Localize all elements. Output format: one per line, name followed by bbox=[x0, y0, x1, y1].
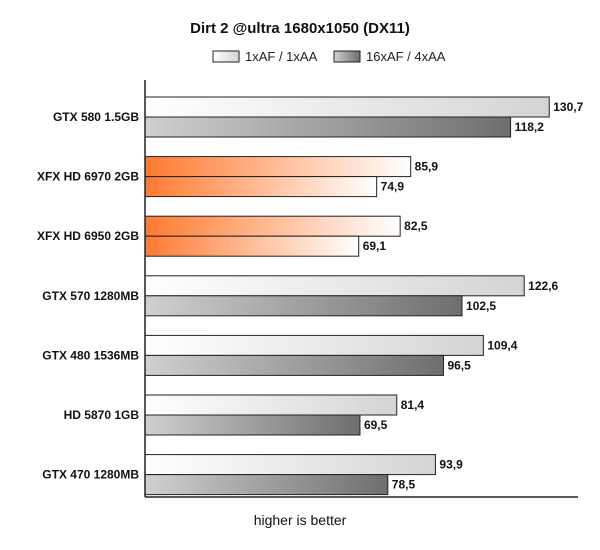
category-label: GTX 480 1536MB bbox=[42, 348, 139, 362]
legend-swatch-series-1 bbox=[212, 50, 240, 63]
bar-series-2 bbox=[144, 295, 463, 317]
bar-series-2 bbox=[144, 414, 361, 436]
bar-series-2 bbox=[144, 474, 389, 496]
category-label: GTX 580 1.5GB bbox=[53, 110, 139, 124]
bar-series-1 bbox=[144, 454, 436, 476]
plot-area: GTX 580 1.5GB 130,7 118,2 XFX HD 6970 2GB 85… bbox=[37, 96, 584, 496]
category-label: HD 5870 1GB bbox=[64, 408, 140, 422]
value-label: 69,5 bbox=[364, 418, 388, 432]
value-label: 78,5 bbox=[392, 478, 416, 492]
value-label: 82,5 bbox=[404, 219, 428, 233]
bar-series-1 bbox=[144, 275, 525, 297]
value-label: 85,9 bbox=[415, 160, 439, 174]
value-label: 130,7 bbox=[553, 100, 583, 114]
chart-title: Dirt 2 @ultra 1680x1050 (DX11) bbox=[190, 20, 410, 37]
bar-series-1 bbox=[144, 96, 550, 118]
value-label: 96,5 bbox=[447, 358, 471, 372]
category-label: GTX 470 1280MB bbox=[42, 468, 139, 482]
category-label: XFX HD 6970 2GB bbox=[37, 170, 139, 184]
category-label: XFX HD 6950 2GB bbox=[37, 229, 139, 243]
legend-label-series-1: 1xAF / 1xAA bbox=[245, 49, 318, 64]
legend-swatch-series-2 bbox=[333, 50, 361, 63]
value-label: 93,9 bbox=[439, 458, 463, 472]
bar-series-1 bbox=[144, 334, 484, 356]
value-label: 122,6 bbox=[528, 279, 558, 293]
value-label: 74,9 bbox=[381, 180, 405, 194]
value-label: 102,5 bbox=[466, 299, 496, 313]
legend: 1xAF / 1xAA 16xAF / 4xAA bbox=[212, 49, 446, 64]
bar-series-2 bbox=[144, 116, 512, 138]
x-axis-label: higher is better bbox=[254, 512, 347, 528]
legend-label-series-2: 16xAF / 4xAA bbox=[366, 49, 446, 64]
bar-series-1 bbox=[144, 394, 398, 416]
bar-series-1 bbox=[144, 156, 412, 178]
value-label: 81,4 bbox=[401, 398, 425, 412]
value-label: 69,1 bbox=[363, 239, 387, 253]
bar-series-2 bbox=[144, 176, 378, 198]
bar-series-1 bbox=[144, 215, 401, 237]
value-label: 109,4 bbox=[487, 338, 517, 352]
category-label: GTX 570 1280MB bbox=[42, 289, 139, 303]
bar-series-2 bbox=[144, 235, 360, 257]
bar-series-2 bbox=[144, 354, 444, 376]
value-label: 118,2 bbox=[515, 120, 545, 134]
